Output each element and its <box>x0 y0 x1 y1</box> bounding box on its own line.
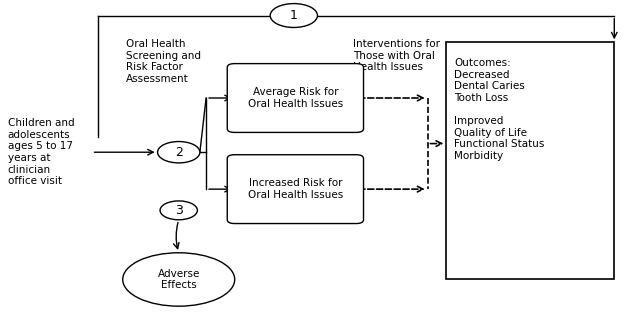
Circle shape <box>160 201 198 220</box>
Text: Interventions for
Those with Oral
Health Issues: Interventions for Those with Oral Health… <box>353 39 440 72</box>
Text: Increased Risk for
Oral Health Issues: Increased Risk for Oral Health Issues <box>248 178 343 200</box>
Text: 3: 3 <box>175 204 182 217</box>
FancyBboxPatch shape <box>446 42 614 280</box>
Text: Outcomes:: Outcomes: <box>454 58 511 68</box>
Text: Decreased
Dental Caries
Tooth Loss

Improved
Quality of Life
Functional Status
M: Decreased Dental Caries Tooth Loss Impro… <box>454 58 545 161</box>
Ellipse shape <box>122 253 235 306</box>
Text: Oral Health
Screening and
Risk Factor
Assessment: Oral Health Screening and Risk Factor As… <box>126 39 201 84</box>
Text: Children and
adolescents
ages 5 to 17
years at
clinician
office visit: Children and adolescents ages 5 to 17 ye… <box>8 118 74 186</box>
Text: 1: 1 <box>290 9 298 22</box>
Text: 2: 2 <box>175 146 182 159</box>
FancyBboxPatch shape <box>228 64 364 133</box>
Circle shape <box>158 141 200 163</box>
Text: Adverse
Effects: Adverse Effects <box>158 269 200 290</box>
Circle shape <box>270 3 318 28</box>
Text: Average Risk for
Oral Health Issues: Average Risk for Oral Health Issues <box>248 87 343 109</box>
FancyBboxPatch shape <box>228 155 364 223</box>
